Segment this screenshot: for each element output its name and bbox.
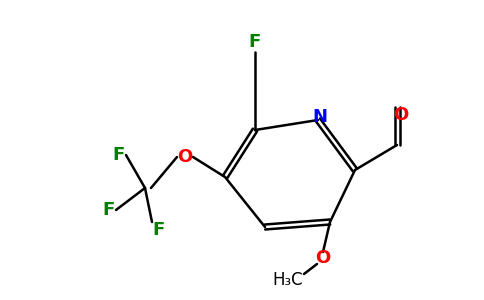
Text: O: O	[177, 148, 193, 166]
Text: F: F	[152, 221, 164, 239]
Text: H₃C: H₃C	[272, 271, 303, 289]
Text: F: F	[102, 201, 114, 219]
Text: F: F	[112, 146, 124, 164]
Text: O: O	[316, 249, 331, 267]
Text: N: N	[313, 108, 328, 126]
Text: F: F	[249, 33, 261, 51]
Text: O: O	[393, 106, 408, 124]
